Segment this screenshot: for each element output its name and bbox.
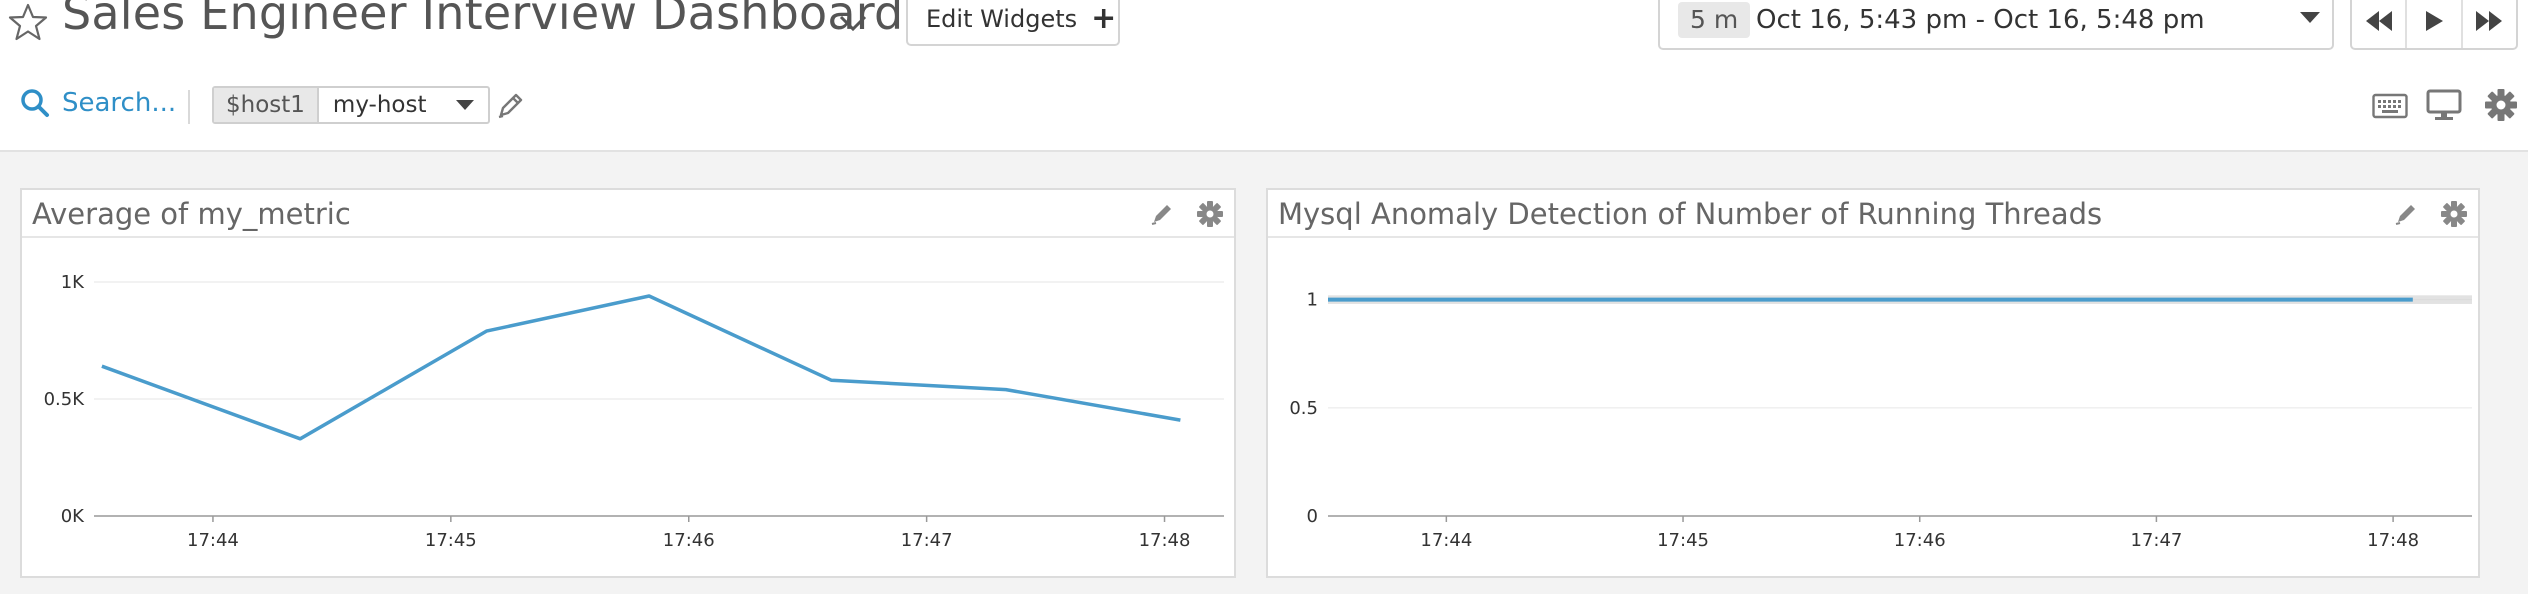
pencil-icon[interactable] [2392, 200, 2420, 228]
widget-header: Mysql Anomaly Detection of Number of Run… [1268, 190, 2478, 238]
x-tick-label: 17:47 [2130, 530, 2182, 551]
x-tick-label: 17:48 [1139, 530, 1191, 551]
widget-header: Average of my_metric [22, 190, 1234, 238]
rewind-button[interactable] [2352, 0, 2408, 48]
gear-icon[interactable] [2484, 88, 2518, 122]
widget-title: Average of my_metric [32, 197, 351, 231]
timeframe-selector[interactable]: 5 m Oct 16, 5:43 pm - Oct 16, 5:48 pm [1658, 0, 2334, 50]
x-tick-label: 17:44 [1420, 530, 1472, 551]
rewind-icon [2365, 11, 2392, 31]
template-variable-name: $host1 [214, 88, 319, 122]
search-button[interactable]: Search... [20, 88, 176, 118]
widget-title: Mysql Anomaly Detection of Number of Run… [1278, 197, 2103, 231]
template-variable-value-text: my-host [332, 92, 427, 118]
x-tick-label: 17:45 [425, 530, 477, 551]
monitor-icon[interactable] [2426, 88, 2462, 122]
caret-down-icon [2300, 12, 2320, 23]
gear-icon[interactable] [2440, 200, 2468, 228]
x-tick-label: 17:44 [187, 530, 239, 551]
y-tick-label: 0.5 [1289, 398, 1318, 419]
x-tick-label: 17:46 [1894, 530, 1946, 551]
dashboard-header: Sales Engineer Interview Dashboard Edit … [0, 0, 2528, 152]
x-tick-label: 17:47 [901, 530, 953, 551]
chart-area: 0K 0.5K 1K 17:44 17:45 17:46 17:47 17:48 [22, 240, 1234, 576]
play-icon [2425, 11, 2443, 31]
chevron-down-icon[interactable] [836, 8, 870, 38]
widget-anomaly: Mysql Anomaly Detection of Number of Run… [1266, 188, 2480, 578]
chart-area: 0 0.5 1 17:44 17:45 17:46 17:47 17:48 [1268, 240, 2478, 576]
toolbar-divider [188, 90, 190, 124]
y-tick-label: 1K [61, 272, 85, 293]
x-tick-label: 17:48 [2367, 530, 2419, 551]
series-line[interactable] [101, 294, 1181, 441]
dashboard-title: Sales Engineer Interview Dashboard [62, 0, 904, 40]
x-tick-label: 17:45 [1657, 530, 1709, 551]
fast-forward-icon [2476, 11, 2503, 31]
template-variable-selector[interactable]: $host1 my-host [212, 86, 491, 124]
pencil-icon[interactable] [494, 90, 526, 122]
timeseries-chart[interactable]: 0K 0.5K 1K 17:44 17:45 17:46 17:47 17:48 [22, 240, 1234, 576]
anomaly-chart[interactable]: 0 0.5 1 17:44 17:45 17:46 17:47 17:48 [1268, 240, 2478, 576]
x-tick-label: 17:46 [663, 530, 715, 551]
y-tick-label: 0K [61, 506, 85, 527]
star-icon[interactable] [8, 2, 48, 42]
caret-down-icon [456, 100, 475, 110]
search-icon [21, 89, 49, 117]
timeframe-duration-badge: 5 m [1678, 2, 1751, 38]
edit-widgets-button[interactable]: Edit Widgets + [906, 0, 1120, 46]
search-label: Search... [62, 88, 177, 118]
y-tick-label: 1 [1307, 290, 1318, 311]
keyboard-icon[interactable] [2372, 92, 2408, 120]
template-variable-value[interactable]: my-host [319, 88, 489, 122]
playback-controls [2350, 0, 2518, 50]
widget-timeseries: Average of my_metric 0K 0.5K 1K 17:44 17:45 1… [20, 188, 1236, 578]
plus-icon: + [1091, 1, 1117, 36]
edit-widgets-label: Edit Widgets [926, 5, 1078, 33]
y-tick-label: 0 [1307, 506, 1318, 527]
fast-forward-button[interactable] [2463, 0, 2516, 48]
timeframe-range: Oct 16, 5:43 pm - Oct 16, 5:48 pm [1756, 5, 2205, 35]
pencil-icon[interactable] [1148, 200, 1176, 228]
gear-icon[interactable] [1196, 200, 1224, 228]
y-tick-label: 0.5K [44, 389, 86, 410]
play-button[interactable] [2407, 0, 2463, 48]
